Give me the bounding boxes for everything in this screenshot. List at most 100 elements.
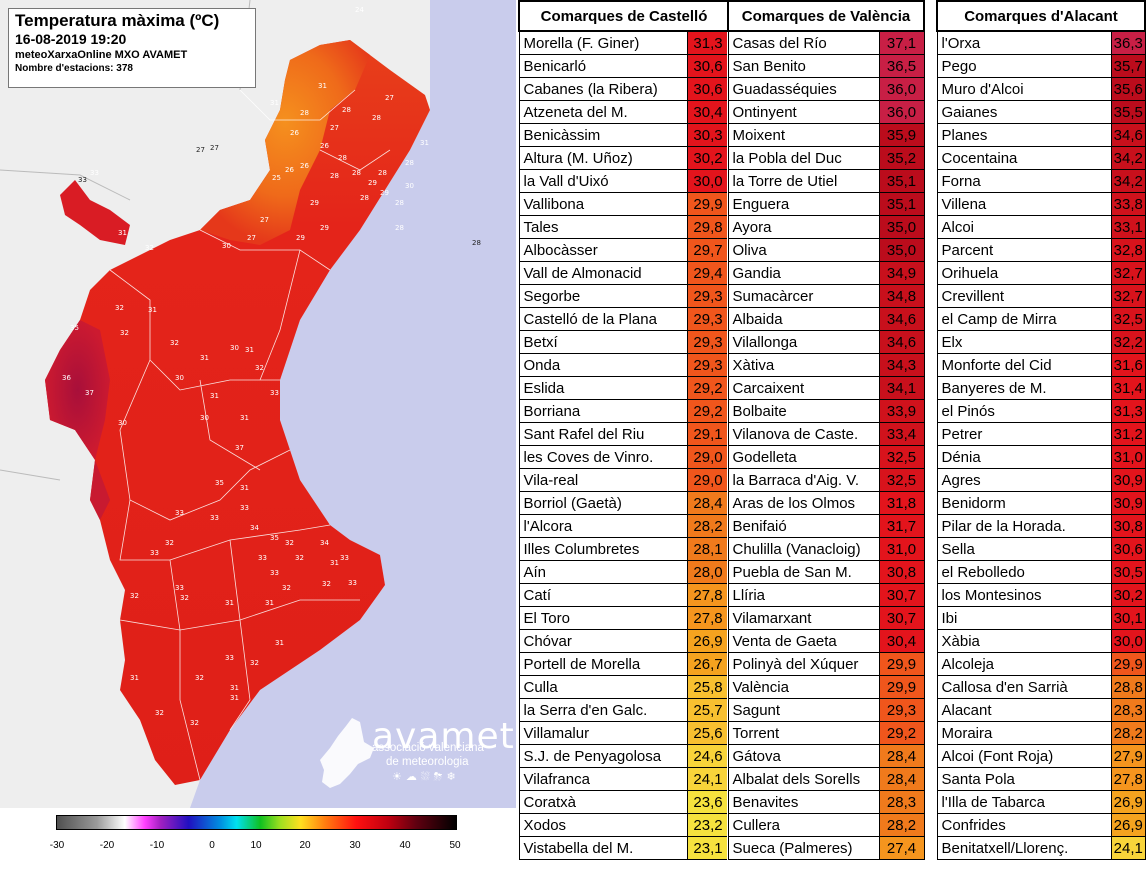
table-row: Benavites 28,3 — [727, 790, 925, 814]
table-row: Vilamarxant 30,7 — [727, 606, 925, 630]
station-name: Alcoleja — [936, 652, 1113, 676]
station-name: Chulilla (Vanacloig) — [727, 537, 880, 561]
temperature-value: 26,7 — [686, 652, 730, 676]
castello-interior — [200, 40, 370, 245]
station-label: 32 — [190, 719, 199, 727]
station-label: 31 — [240, 414, 249, 422]
station-name: Sueca (Palmeres) — [727, 836, 880, 860]
station-label: 30 — [200, 414, 209, 422]
temperature-value: 34,6 — [1111, 123, 1146, 147]
station-name: el Camp de Mirra — [936, 307, 1113, 331]
station-name: Tales — [518, 215, 688, 239]
station-label: 31 — [200, 354, 209, 362]
station-name: Sumacàrcer — [727, 284, 880, 308]
table-row: Agres 30,9 — [936, 468, 1146, 492]
station-name: Bolbaite — [727, 399, 880, 423]
station-name: Morella (F. Giner) — [518, 30, 688, 55]
table-row: San Benito 36,5 — [727, 54, 925, 78]
temperature-value: 29,7 — [686, 238, 730, 262]
temperature-value: 30,2 — [1111, 583, 1146, 607]
station-label: 29 — [310, 199, 319, 207]
station-name: l'Orxa — [936, 30, 1113, 55]
temperature-value: 27,8 — [1111, 767, 1146, 791]
table-row: la Barraca d'Aig. V. 32,5 — [727, 468, 925, 492]
station-name: Gandia — [727, 261, 880, 285]
station-name: Carcaixent — [727, 376, 880, 400]
station-label: 29 — [368, 179, 377, 187]
station-name: Elx — [936, 330, 1113, 354]
temperature-value: 29,4 — [686, 261, 730, 285]
scale-tick: 10 — [250, 840, 262, 851]
temperature-value: 24,6 — [686, 744, 730, 768]
table-row: Cabanes (la Ribera) 30,6 — [518, 77, 730, 101]
temperature-value: 36,3 — [1111, 30, 1146, 55]
station-label: 31 — [130, 674, 139, 682]
table-row: Ibi 30,1 — [936, 606, 1146, 630]
table-row: Callosa d'en Sarrià 28,8 — [936, 675, 1146, 699]
table-row: Atzeneta del M. 30,4 — [518, 100, 730, 124]
temperature-value: 31,2 — [1111, 422, 1146, 446]
station-name: Xàbia — [936, 629, 1113, 653]
station-label: 31 — [275, 639, 284, 647]
station-label: 30 — [230, 344, 239, 352]
table-row: el Camp de Mirra 32,5 — [936, 307, 1146, 331]
table-row: Alcoi (Font Roja) 27,9 — [936, 744, 1146, 768]
table-row: Betxí 29,3 — [518, 330, 730, 354]
station-label: 33 — [210, 514, 219, 522]
station-name: Muro d'Alcoi — [936, 77, 1113, 101]
temperature-value: 36,0 — [878, 100, 925, 124]
brand-subtitle-2: de meteorologia — [386, 756, 469, 768]
station-label: 30 — [405, 182, 414, 190]
map-datetime: 16-08-2019 19:20 — [15, 31, 127, 47]
temperature-value: 36,5 — [878, 54, 925, 78]
station-name: Petrer — [936, 422, 1113, 446]
table-row: Benidorm 30,9 — [936, 491, 1146, 515]
station-name: Coratxà — [518, 790, 688, 814]
station-label: 31 — [118, 229, 127, 237]
station-label: 28 — [342, 106, 351, 114]
temperature-value: 32,5 — [878, 468, 925, 492]
table-row: Borriana 29,2 — [518, 399, 730, 423]
temperature-value: 25,7 — [686, 698, 730, 722]
table-row: Alcoleja 29,9 — [936, 652, 1146, 676]
temperature-value: 24,1 — [1111, 836, 1146, 860]
table-row: Crevillent 32,7 — [936, 284, 1146, 308]
temperature-value: 32,5 — [1111, 307, 1146, 331]
weather-icons: ☀☁⛆⛈❄ — [392, 771, 460, 783]
station-name: l'Illa de Tabarca — [936, 790, 1113, 814]
temperature-value: 23,2 — [686, 813, 730, 837]
temperature-value: 31,0 — [1111, 445, 1146, 469]
table-row: Vilallonga 34,6 — [727, 330, 925, 354]
scale-tick: 0 — [209, 840, 215, 851]
table-row: l'Illa de Tabarca 26,9 — [936, 790, 1146, 814]
station-label: 30 — [222, 242, 231, 250]
station-name: Forna — [936, 169, 1113, 193]
station-label: 28 — [395, 224, 404, 232]
temperature-value: 34,2 — [1111, 146, 1146, 170]
station-name: Pego — [936, 54, 1113, 78]
temperature-value: 35,1 — [878, 169, 925, 193]
table-row: Catí 27,8 — [518, 583, 730, 607]
station-label: 31 — [148, 306, 157, 314]
temperature-value: 29,9 — [878, 675, 925, 699]
station-label: 24 — [355, 6, 364, 14]
scale-tick: 40 — [399, 840, 411, 851]
table-row: Gandia 34,9 — [727, 261, 925, 285]
table-row: Cocentaina 34,2 — [936, 146, 1146, 170]
temperature-value: 28,8 — [1111, 675, 1146, 699]
table-row: Gátova 28,4 — [727, 744, 925, 768]
temperature-value: 35,0 — [878, 215, 925, 239]
station-count: Nombre d'estacions: 378 — [15, 63, 133, 74]
table-row: Bolbaite 33,9 — [727, 399, 925, 423]
station-label: 28 — [405, 159, 414, 167]
temperature-value: 30,4 — [878, 629, 925, 653]
station-name: Torrent — [727, 721, 880, 745]
station-name: los Montesinos — [936, 583, 1113, 607]
table-row: Vilanova de Caste. 33,4 — [727, 422, 925, 446]
table-row: los Montesinos 30,2 — [936, 583, 1146, 607]
station-name: Venta de Gaeta — [727, 629, 880, 653]
temperature-value: 28,2 — [1111, 721, 1146, 745]
temperature-value: 33,8 — [1111, 192, 1146, 216]
table-row: Coratxà 23,6 — [518, 790, 730, 814]
